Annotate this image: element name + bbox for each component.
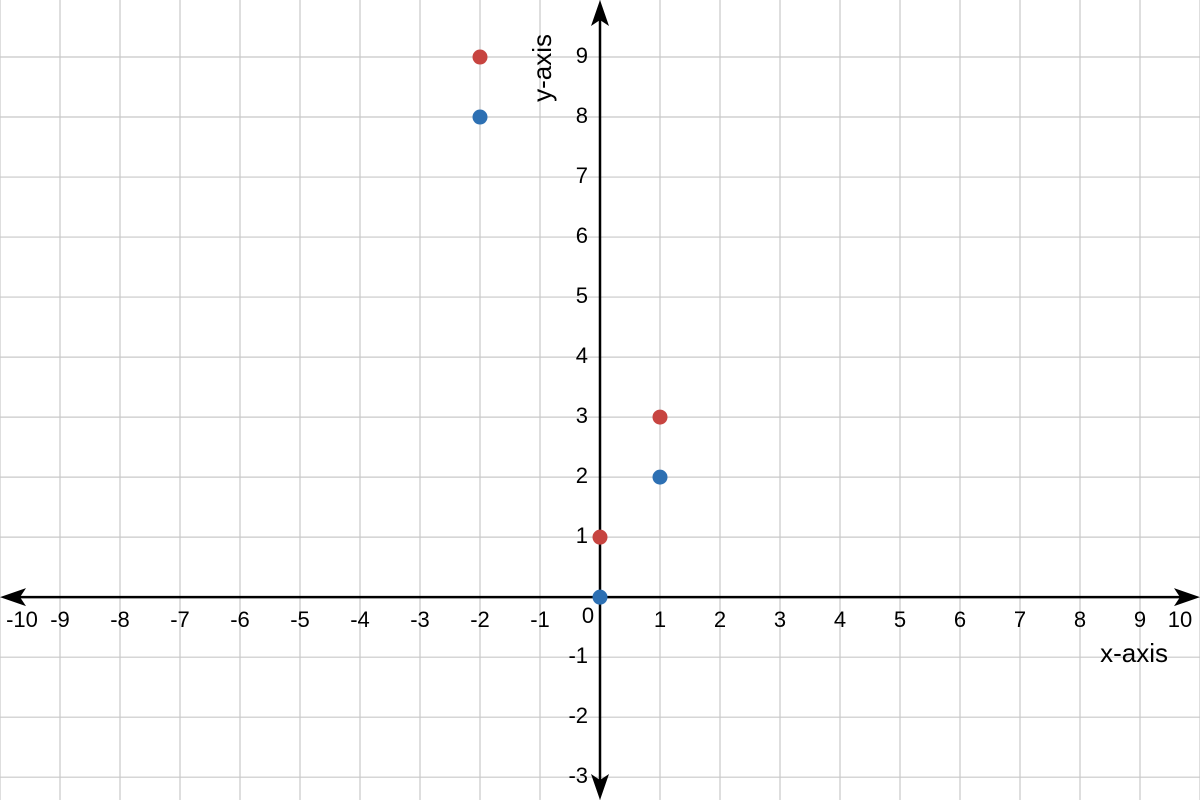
x-tick-label: 1	[654, 607, 666, 632]
x-tick-label: 4	[834, 607, 846, 632]
x-tick-label: -4	[350, 607, 370, 632]
x-axis-label: x-axis	[1100, 638, 1168, 668]
y-tick-label: 8	[576, 103, 588, 128]
x-tick-label: -2	[470, 607, 490, 632]
x-tick-label: -7	[170, 607, 190, 632]
x-tick-label: -10	[6, 607, 38, 632]
arrow	[1174, 588, 1200, 607]
y-tick-label: 1	[576, 523, 588, 548]
arrow	[0, 588, 26, 607]
x-tick-label: 2	[714, 607, 726, 632]
y-tick-label: 9	[576, 43, 588, 68]
x-tick-label: -1	[530, 607, 550, 632]
arrow	[591, 0, 609, 26]
point	[472, 109, 488, 125]
point	[652, 469, 668, 485]
y-tick-label: 3	[576, 403, 588, 428]
y-tick-label: 4	[576, 343, 588, 368]
x-tick-label: -6	[230, 607, 250, 632]
y-tick-label: -3	[568, 763, 588, 788]
arrow	[591, 774, 609, 800]
x-tick-label: 5	[894, 607, 906, 632]
y-tick-label: 7	[576, 163, 588, 188]
x-tick-label: 3	[774, 607, 786, 632]
labels: -10 -9 -8 -7 -6 -5 -4 -3 -2 -1 0 1 2 3 4 5 6 7 8 9 10-3-2-11…	[6, 34, 1192, 788]
y-tick-label: 2	[576, 463, 588, 488]
x-tick-label: 8	[1074, 607, 1086, 632]
point	[592, 589, 608, 605]
x-tick-label: -9	[50, 607, 70, 632]
x-tick-label: -5	[290, 607, 310, 632]
x-tick-label: -8	[110, 607, 130, 632]
origin-label: 0	[582, 603, 594, 628]
point	[592, 529, 608, 545]
point	[652, 409, 668, 425]
point	[472, 49, 488, 65]
x-tick-label: -3	[410, 607, 430, 632]
y-tick-label: 6	[576, 223, 588, 248]
x-tick-label: 7	[1014, 607, 1026, 632]
x-tick-label: 6	[954, 607, 966, 632]
y-tick-label: -1	[568, 643, 588, 668]
y-axis-label: y-axis	[527, 34, 557, 102]
y-tick-label: 5	[576, 283, 588, 308]
x-tick-label: 9	[1134, 607, 1146, 632]
points	[472, 49, 668, 605]
y-tick-label: -2	[568, 703, 588, 728]
x-tick-label: 10	[1168, 607, 1192, 632]
